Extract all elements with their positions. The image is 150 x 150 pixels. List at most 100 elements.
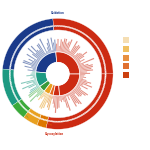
Polygon shape bbox=[52, 117, 54, 121]
Polygon shape bbox=[40, 30, 42, 33]
Polygon shape bbox=[72, 46, 80, 57]
Polygon shape bbox=[22, 103, 26, 106]
Polygon shape bbox=[59, 96, 60, 101]
Polygon shape bbox=[82, 109, 85, 112]
Polygon shape bbox=[80, 76, 86, 78]
Polygon shape bbox=[94, 97, 98, 100]
Polygon shape bbox=[64, 27, 66, 31]
Polygon shape bbox=[12, 102, 28, 117]
Polygon shape bbox=[68, 93, 77, 107]
Polygon shape bbox=[16, 94, 20, 97]
Polygon shape bbox=[54, 118, 56, 121]
Polygon shape bbox=[23, 62, 37, 67]
Polygon shape bbox=[83, 36, 86, 39]
Polygon shape bbox=[26, 106, 29, 109]
Polygon shape bbox=[52, 50, 53, 52]
Polygon shape bbox=[101, 81, 104, 83]
Polygon shape bbox=[39, 39, 48, 54]
Polygon shape bbox=[79, 66, 93, 70]
Polygon shape bbox=[77, 112, 80, 116]
Polygon shape bbox=[56, 44, 57, 52]
Polygon shape bbox=[66, 94, 67, 96]
Polygon shape bbox=[79, 111, 82, 115]
Polygon shape bbox=[77, 84, 88, 89]
Polygon shape bbox=[50, 117, 52, 120]
Polygon shape bbox=[30, 89, 42, 102]
Polygon shape bbox=[99, 87, 102, 90]
Polygon shape bbox=[59, 118, 60, 121]
Text: Citrullination: Citrullination bbox=[41, 121, 53, 126]
Polygon shape bbox=[30, 35, 33, 39]
Polygon shape bbox=[57, 96, 58, 109]
Polygon shape bbox=[76, 60, 80, 63]
Polygon shape bbox=[99, 59, 103, 61]
Polygon shape bbox=[28, 48, 41, 60]
Polygon shape bbox=[24, 112, 40, 125]
Polygon shape bbox=[76, 31, 79, 34]
Polygon shape bbox=[21, 79, 36, 84]
Polygon shape bbox=[44, 83, 53, 94]
Polygon shape bbox=[89, 103, 92, 107]
Polygon shape bbox=[72, 90, 75, 94]
Bar bbox=[123, 63, 129, 69]
Polygon shape bbox=[20, 100, 23, 103]
Polygon shape bbox=[14, 54, 18, 57]
Polygon shape bbox=[37, 88, 42, 93]
Polygon shape bbox=[21, 101, 24, 104]
Polygon shape bbox=[56, 52, 80, 74]
Polygon shape bbox=[80, 68, 91, 71]
Polygon shape bbox=[79, 81, 87, 84]
Polygon shape bbox=[38, 92, 45, 100]
Polygon shape bbox=[75, 54, 82, 60]
Polygon shape bbox=[32, 62, 38, 65]
Polygon shape bbox=[63, 117, 65, 121]
Polygon shape bbox=[28, 108, 41, 118]
Polygon shape bbox=[48, 74, 105, 121]
Polygon shape bbox=[19, 46, 22, 49]
Polygon shape bbox=[37, 45, 45, 56]
Polygon shape bbox=[65, 42, 70, 53]
Polygon shape bbox=[40, 91, 44, 96]
Polygon shape bbox=[53, 18, 113, 74]
Polygon shape bbox=[80, 72, 87, 73]
Polygon shape bbox=[101, 79, 104, 81]
Polygon shape bbox=[47, 95, 51, 108]
Polygon shape bbox=[40, 94, 48, 109]
Polygon shape bbox=[90, 42, 93, 45]
Polygon shape bbox=[36, 90, 43, 97]
Polygon shape bbox=[79, 64, 88, 68]
Polygon shape bbox=[37, 113, 39, 117]
Polygon shape bbox=[102, 68, 105, 70]
Polygon shape bbox=[81, 110, 84, 114]
Polygon shape bbox=[67, 49, 70, 54]
Polygon shape bbox=[22, 43, 25, 46]
Polygon shape bbox=[30, 74, 36, 75]
Polygon shape bbox=[74, 88, 82, 95]
Polygon shape bbox=[80, 74, 85, 75]
Polygon shape bbox=[80, 77, 83, 79]
Polygon shape bbox=[52, 96, 54, 99]
Polygon shape bbox=[54, 39, 56, 52]
Text: Phosphorylation: Phosphorylation bbox=[18, 106, 29, 119]
Polygon shape bbox=[29, 88, 41, 98]
Polygon shape bbox=[11, 65, 15, 67]
Polygon shape bbox=[11, 72, 14, 73]
Polygon shape bbox=[11, 69, 14, 71]
Polygon shape bbox=[15, 52, 19, 55]
Polygon shape bbox=[24, 66, 36, 69]
Polygon shape bbox=[40, 80, 51, 91]
Polygon shape bbox=[87, 38, 90, 42]
Polygon shape bbox=[68, 51, 70, 54]
Polygon shape bbox=[11, 76, 14, 78]
Polygon shape bbox=[46, 74, 113, 129]
Polygon shape bbox=[3, 19, 53, 70]
Polygon shape bbox=[27, 107, 30, 111]
Polygon shape bbox=[28, 59, 38, 64]
Polygon shape bbox=[101, 70, 105, 72]
Text: Glycosylation: Glycosylation bbox=[45, 132, 64, 136]
Polygon shape bbox=[41, 115, 43, 118]
Bar bbox=[123, 46, 129, 52]
Polygon shape bbox=[37, 119, 48, 128]
Polygon shape bbox=[36, 84, 38, 86]
Polygon shape bbox=[100, 61, 103, 63]
